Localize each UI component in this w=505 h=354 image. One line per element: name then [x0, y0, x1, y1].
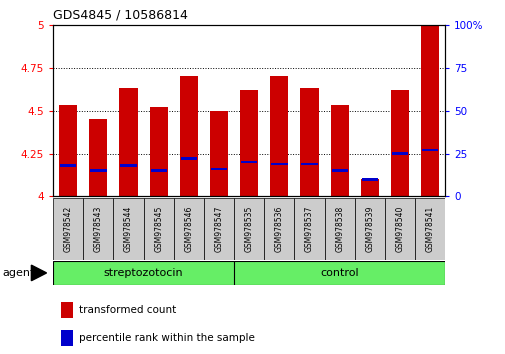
- Bar: [120, 164, 136, 167]
- Bar: [300, 88, 318, 196]
- Text: GDS4845 / 10586814: GDS4845 / 10586814: [53, 8, 188, 21]
- FancyBboxPatch shape: [143, 198, 173, 260]
- Text: GSM978541: GSM978541: [425, 206, 434, 252]
- Bar: [391, 152, 408, 155]
- Polygon shape: [31, 265, 46, 281]
- FancyBboxPatch shape: [113, 198, 143, 260]
- Bar: [420, 25, 438, 196]
- Bar: [210, 110, 228, 196]
- Bar: [61, 302, 73, 318]
- Text: GSM978536: GSM978536: [274, 206, 283, 252]
- Text: GSM978542: GSM978542: [64, 206, 73, 252]
- Text: GSM978538: GSM978538: [334, 206, 343, 252]
- Bar: [390, 90, 408, 196]
- Text: streptozotocin: streptozotocin: [104, 268, 183, 278]
- FancyBboxPatch shape: [294, 198, 324, 260]
- FancyBboxPatch shape: [204, 198, 234, 260]
- Text: GSM978540: GSM978540: [395, 206, 403, 252]
- Bar: [89, 119, 107, 196]
- Bar: [61, 330, 73, 346]
- Text: transformed count: transformed count: [78, 305, 176, 315]
- Bar: [90, 170, 107, 172]
- Bar: [270, 76, 288, 196]
- Bar: [331, 170, 347, 172]
- Bar: [180, 158, 196, 160]
- Bar: [59, 105, 77, 196]
- Text: GSM978543: GSM978543: [94, 206, 103, 252]
- FancyBboxPatch shape: [354, 198, 384, 260]
- Text: GSM978544: GSM978544: [124, 206, 133, 252]
- Bar: [360, 179, 378, 196]
- Bar: [301, 162, 317, 165]
- Bar: [330, 105, 348, 196]
- Bar: [60, 164, 76, 167]
- Bar: [240, 161, 257, 164]
- FancyBboxPatch shape: [234, 198, 264, 260]
- Bar: [179, 76, 197, 196]
- Text: agent: agent: [3, 268, 35, 278]
- FancyBboxPatch shape: [324, 198, 354, 260]
- FancyBboxPatch shape: [414, 198, 444, 260]
- Text: control: control: [320, 268, 359, 278]
- FancyBboxPatch shape: [264, 198, 294, 260]
- Bar: [240, 90, 258, 196]
- Bar: [149, 107, 168, 196]
- Text: GSM978537: GSM978537: [305, 206, 314, 252]
- Text: GSM978546: GSM978546: [184, 206, 193, 252]
- Bar: [211, 168, 227, 170]
- Text: GSM978547: GSM978547: [214, 206, 223, 252]
- Text: GSM978545: GSM978545: [154, 206, 163, 252]
- FancyBboxPatch shape: [83, 198, 113, 260]
- Text: percentile rank within the sample: percentile rank within the sample: [78, 333, 254, 343]
- FancyBboxPatch shape: [53, 261, 444, 285]
- Bar: [119, 88, 137, 196]
- Bar: [271, 162, 287, 165]
- Text: GSM978539: GSM978539: [365, 206, 374, 252]
- FancyBboxPatch shape: [53, 198, 83, 260]
- Bar: [150, 170, 167, 172]
- Text: GSM978535: GSM978535: [244, 206, 253, 252]
- Bar: [421, 149, 437, 152]
- FancyBboxPatch shape: [173, 198, 204, 260]
- FancyBboxPatch shape: [384, 198, 414, 260]
- Bar: [361, 178, 377, 181]
